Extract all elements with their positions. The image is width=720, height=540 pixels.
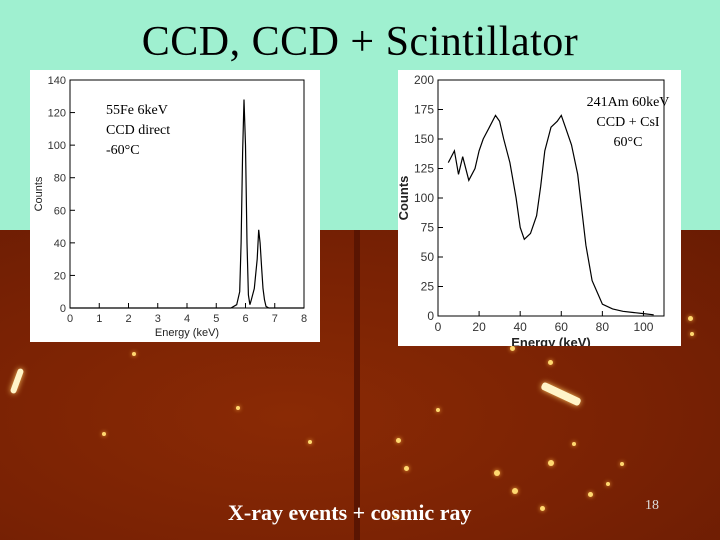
- xray-event: [620, 462, 624, 466]
- xray-event: [102, 432, 106, 436]
- x-tick-label: 0: [67, 313, 73, 325]
- page-number: 18: [645, 498, 659, 513]
- y-tick-label: 25: [421, 280, 435, 294]
- xray-event: [548, 360, 553, 365]
- y-tick-label: 100: [48, 140, 66, 152]
- x-tick-label: 3: [155, 313, 161, 325]
- xray-event: [690, 332, 694, 336]
- y-tick-label: 60: [54, 205, 66, 217]
- slide-title: CCD, CCD + Scintillator: [141, 19, 579, 65]
- xray-event: [308, 440, 312, 444]
- plot-annotation: CCD direct: [106, 123, 170, 138]
- x-tick-label: 4: [184, 313, 190, 325]
- y-tick-label: 120: [48, 108, 66, 120]
- xray-event: [404, 466, 409, 471]
- spectrum-line: [70, 99, 304, 309]
- xray-event: [588, 492, 593, 497]
- xray-event: [512, 488, 518, 494]
- x-tick-label: 2: [125, 313, 131, 325]
- fe55-spectrum-plot: 0 20 40 60 80 100 120 140 0 1 2 3 4 5 6 7 8 Energy (keV) C…: [30, 70, 320, 342]
- xray-event: [394, 514, 398, 518]
- plot-annotation: 241Am 60keV: [587, 95, 670, 110]
- x-tick-label: 40: [514, 320, 528, 334]
- xray-event: [540, 506, 545, 511]
- xray-event: [436, 408, 440, 412]
- y-tick-label: 80: [54, 173, 66, 185]
- image-seam: [354, 230, 360, 540]
- y-tick-label: 140: [48, 75, 66, 87]
- y-tick-label: 100: [414, 191, 434, 205]
- xray-event: [688, 316, 693, 321]
- xray-event: [510, 346, 515, 351]
- x-tick-label: 8: [301, 313, 307, 325]
- x-tick-label: 0: [435, 320, 442, 334]
- y-tick-label: 175: [414, 103, 434, 117]
- am241-spectrum-plot: 0 25 50 75 100 125 150 175 200 0 20 40 60 80 100 Energy…: [398, 70, 681, 346]
- x-tick-label: 1: [96, 313, 102, 325]
- y-tick-label: 40: [54, 238, 66, 250]
- spectrum-line: [447, 114, 654, 316]
- fe55-spectrum-chart: 0 20 40 60 80 100 120 140 0 1 2 3 4 5 6 7 8 Energy (keV) C…: [33, 75, 307, 339]
- cosmic-ray-track: [9, 367, 25, 395]
- y-tick-label: 0: [427, 309, 434, 323]
- x-axis-label: Energy (keV): [511, 335, 590, 346]
- x-tick-label: 20: [472, 320, 486, 334]
- xray-event: [236, 406, 240, 410]
- xray-event: [132, 352, 136, 356]
- x-tick-label: 6: [242, 313, 248, 325]
- y-axis-label: Counts: [398, 176, 411, 221]
- plot-annotation: -60°C: [106, 143, 140, 158]
- plot-annotation: 55Fe 6keV: [106, 103, 168, 118]
- x-tick-label: 100: [633, 320, 653, 334]
- y-tick-label: 75: [421, 221, 435, 235]
- x-tick-label: 80: [596, 320, 610, 334]
- plot-annotation: 60°C: [614, 135, 643, 150]
- xray-event: [548, 460, 554, 466]
- x-axis-label: Energy (keV): [155, 327, 219, 339]
- y-tick-label: 200: [414, 73, 434, 87]
- y-tick-label: 50: [421, 250, 435, 264]
- xray-event: [572, 442, 576, 446]
- x-tick-label: 5: [213, 313, 219, 325]
- x-tick-label: 7: [272, 313, 278, 325]
- y-tick-label: 125: [414, 162, 434, 176]
- y-tick-label: 0: [60, 303, 66, 315]
- cosmic-ray-track: [540, 381, 582, 407]
- xray-event: [396, 438, 401, 443]
- y-axis-label: Counts: [33, 176, 45, 211]
- y-tick-label: 20: [54, 270, 66, 282]
- x-tick-label: 60: [555, 320, 569, 334]
- image-caption: X-ray events + cosmic ray: [228, 500, 472, 525]
- y-tick-label: 150: [414, 132, 434, 146]
- xray-event: [494, 470, 500, 476]
- xray-event: [606, 482, 610, 486]
- plot-annotation: CCD + CsI: [596, 115, 659, 130]
- am241-spectrum-chart: 0 25 50 75 100 125 150 175 200 0 20 40 60 80 100 Energy…: [398, 73, 670, 346]
